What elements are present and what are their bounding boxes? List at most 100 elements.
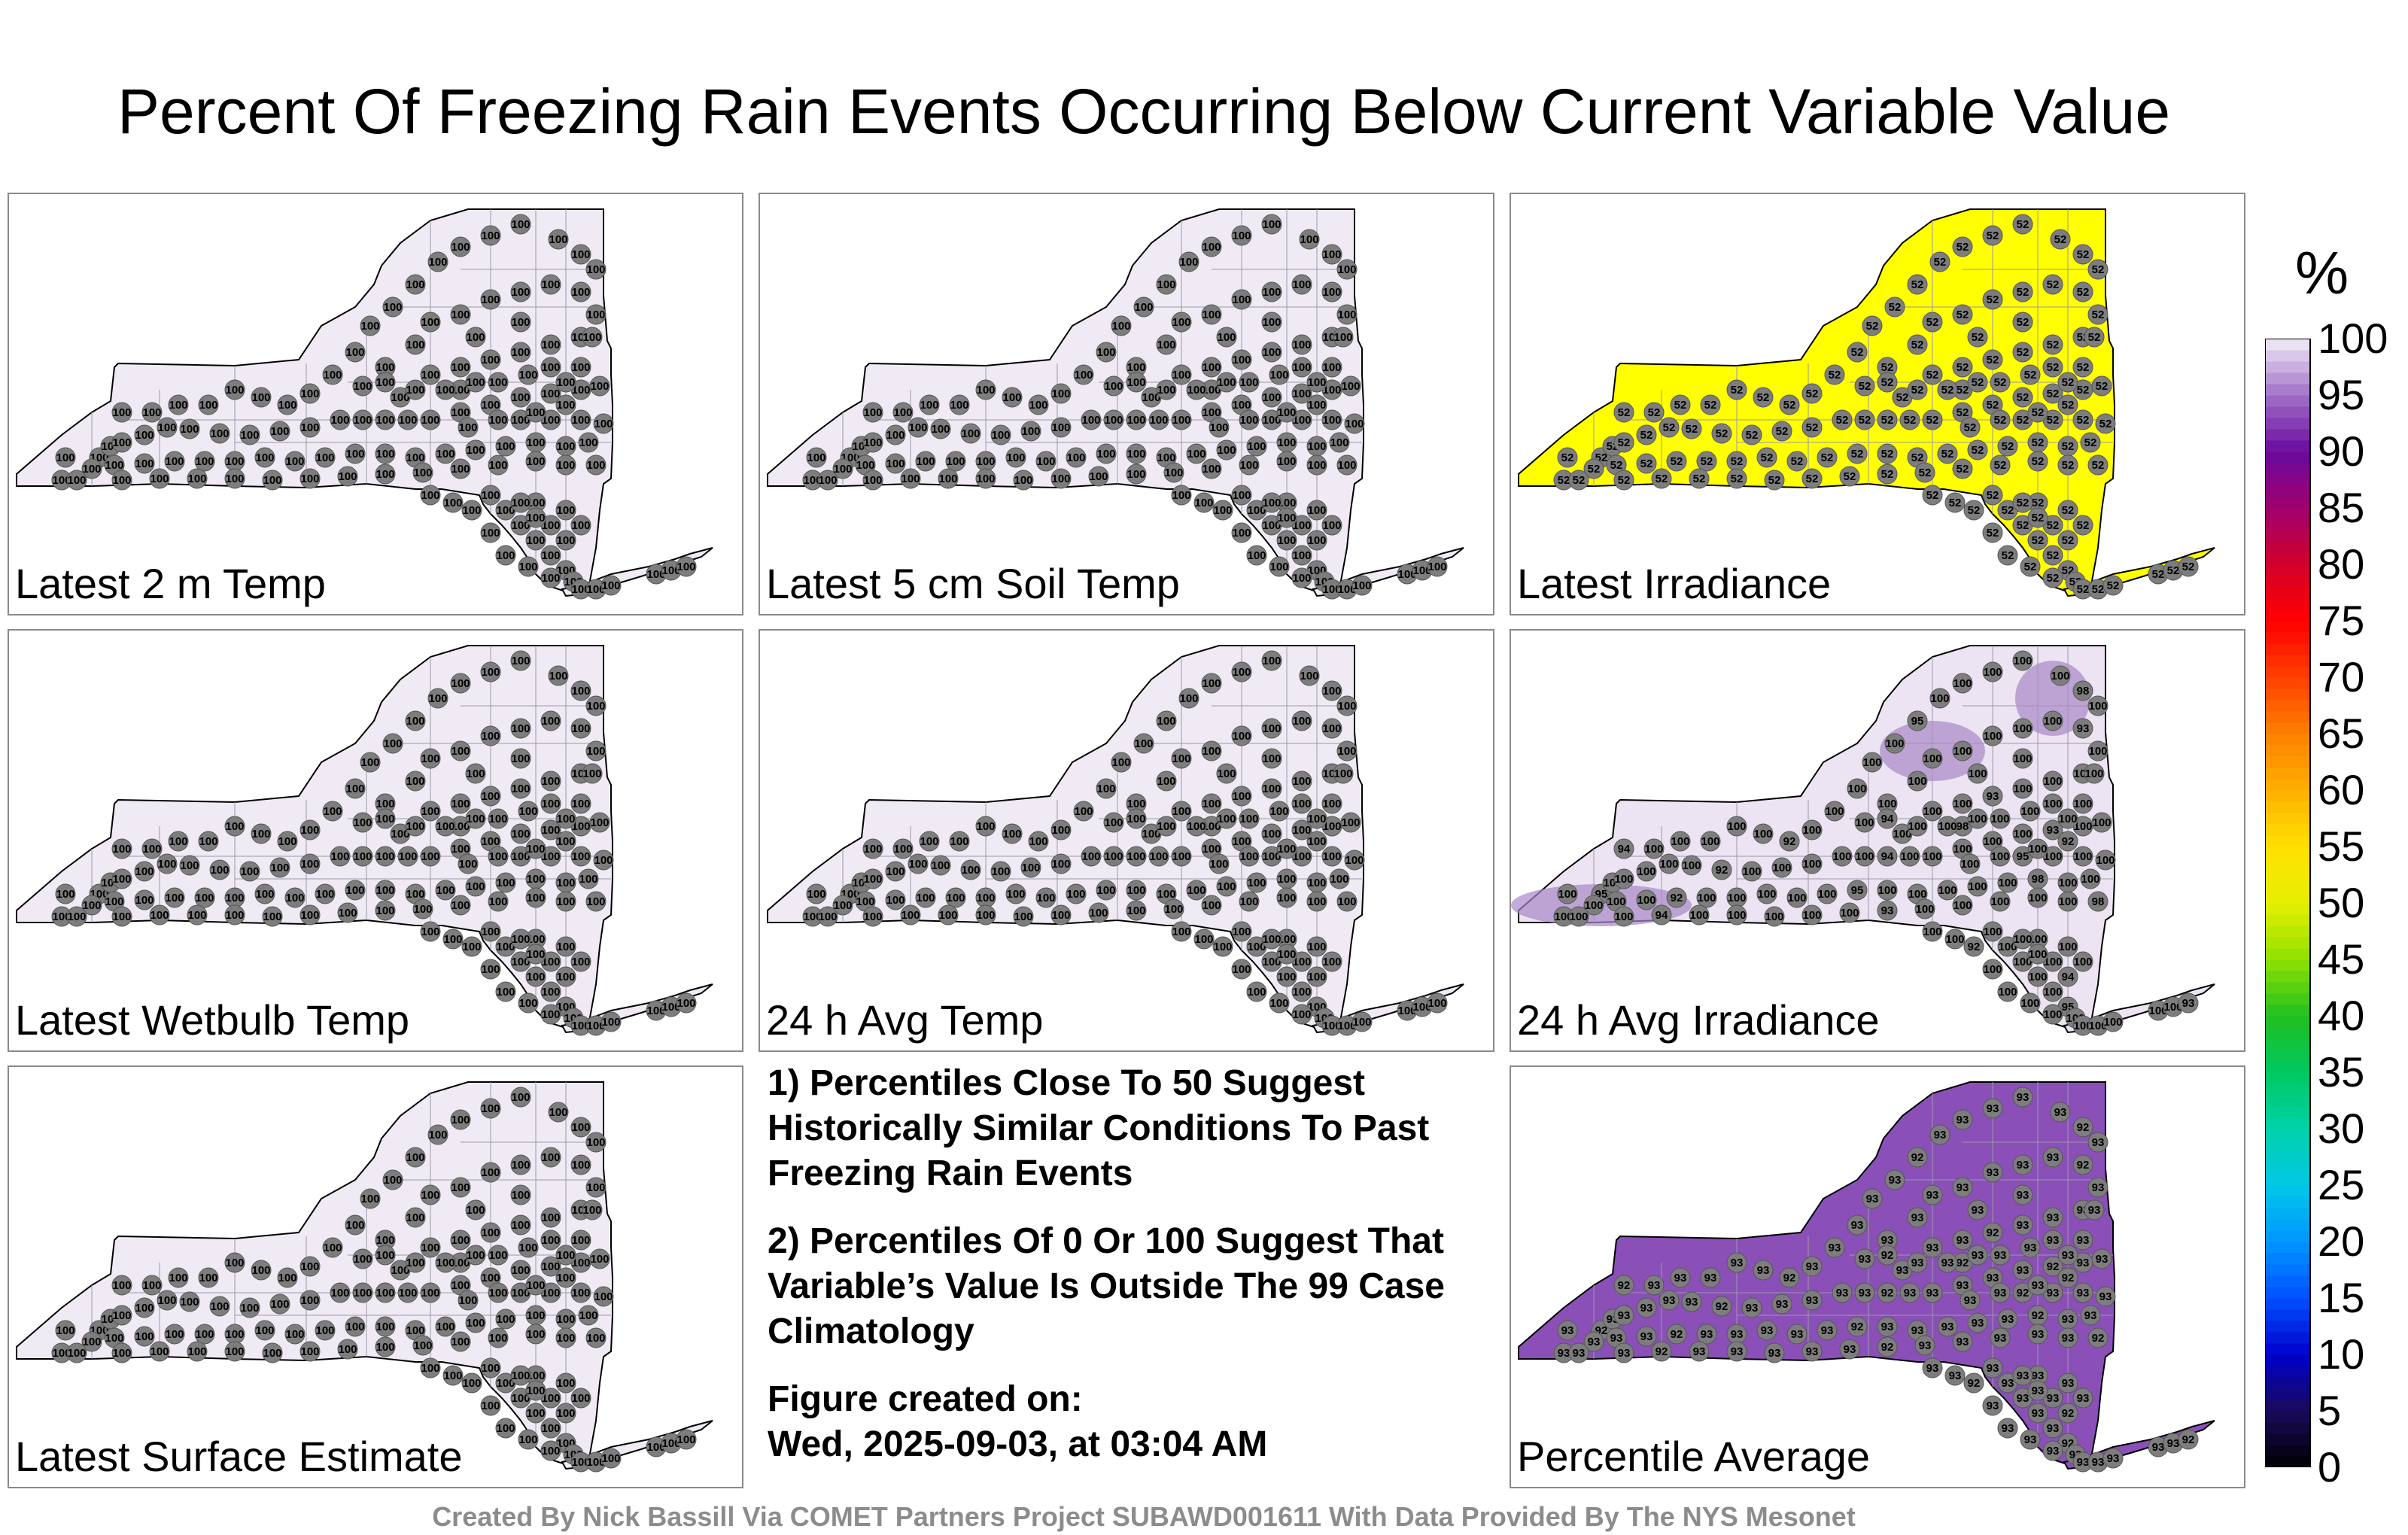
station-marker: 100 (1096, 880, 1117, 901)
station-marker: 100 (1216, 439, 1237, 460)
svg-text:100: 100 (1157, 339, 1175, 351)
svg-text:52: 52 (2077, 248, 2090, 261)
station-marker: 100 (251, 1260, 272, 1281)
svg-text:100: 100 (1330, 873, 1348, 886)
svg-text:100: 100 (976, 892, 995, 904)
svg-text:100: 100 (1262, 850, 1281, 863)
svg-text:100: 100 (353, 850, 372, 863)
svg-text:100: 100 (451, 384, 470, 397)
svg-text:100: 100 (1990, 850, 2009, 863)
svg-text:100: 100 (112, 436, 131, 449)
svg-text:100: 100 (462, 941, 481, 953)
svg-text:100: 100 (2051, 670, 2069, 682)
svg-text:100: 100 (496, 549, 515, 562)
svg-text:100: 100 (1096, 884, 1115, 897)
svg-text:52: 52 (1881, 468, 1894, 481)
svg-text:100: 100 (1938, 820, 1956, 833)
svg-text:100: 100 (2043, 775, 2062, 788)
station-marker: 92 (2057, 1267, 2078, 1288)
station-marker: 100 (405, 771, 426, 792)
svg-text:52: 52 (2077, 414, 2090, 427)
station-marker: 100 (1201, 740, 1222, 761)
station-marker: 100 (239, 424, 260, 445)
svg-text:100: 100 (421, 414, 439, 427)
station-marker: 100 (555, 372, 576, 393)
station-marker: 52 (1847, 342, 1868, 363)
svg-text:100: 100 (2028, 948, 2047, 961)
station-marker: 93 (1907, 1207, 1928, 1228)
station-marker: 52 (1997, 500, 2018, 521)
svg-text:93: 93 (1994, 1249, 2007, 1262)
svg-text:100: 100 (1172, 369, 1190, 381)
station-marker: 100 (397, 1282, 418, 1303)
svg-text:100: 100 (1953, 899, 1972, 912)
station-marker: 100 (2050, 665, 2071, 686)
svg-text:100: 100 (1322, 248, 1341, 261)
station-marker: 100 (1967, 808, 1988, 829)
svg-text:100: 100 (1202, 361, 1221, 374)
station-marker: 100 (352, 375, 373, 397)
svg-text:100: 100 (240, 429, 259, 442)
svg-text:100: 100 (436, 1321, 455, 1333)
svg-text:52: 52 (1987, 527, 1999, 540)
station-marker: 92 (1779, 1267, 1800, 1288)
svg-text:100: 100 (1412, 1001, 1431, 1014)
svg-text:100: 100 (496, 1422, 515, 1435)
svg-text:100: 100 (1689, 909, 1708, 922)
station-marker: 100 (81, 1331, 102, 1352)
created-label: Figure created on: (768, 1379, 1083, 1419)
svg-text:100: 100 (1300, 670, 1318, 682)
station-marker: 100 (2012, 823, 2033, 844)
station-marker: 100 (885, 453, 906, 474)
station-marker: 100 (1351, 1011, 1373, 1032)
svg-text:100: 100 (1322, 850, 1341, 863)
station-marker: 100 (1276, 887, 1297, 908)
svg-text:100: 100 (300, 421, 319, 434)
station-marker: 100 (412, 462, 433, 483)
station-marker: 93 (1726, 1324, 1747, 1345)
svg-text:93: 93 (2096, 1253, 2109, 1266)
station-marker: 100 (1066, 883, 1087, 904)
svg-text:100: 100 (2073, 850, 2092, 863)
svg-text:100: 100 (1644, 843, 1663, 856)
svg-text:100: 100 (1337, 745, 1356, 758)
svg-text:100: 100 (2058, 877, 2077, 889)
station-marker: 100 (1636, 861, 1657, 882)
station-marker: 52 (1963, 500, 1984, 521)
svg-text:52: 52 (2092, 263, 2105, 276)
svg-text:100: 100 (375, 414, 394, 427)
station-marker: 100 (1261, 492, 1282, 513)
svg-text:100: 100 (360, 1193, 379, 1205)
station-marker: 52 (2102, 575, 2124, 596)
svg-text:52: 52 (2084, 436, 2097, 449)
station-marker: 100 (111, 1342, 132, 1363)
station-marker: 98 (2072, 680, 2093, 701)
station-marker: 100 (2057, 872, 2078, 893)
station-marker: 100 (269, 857, 290, 878)
svg-text:100: 100 (1202, 463, 1221, 476)
station-marker: 100 (2012, 951, 2033, 972)
station-marker: 100 (465, 327, 486, 348)
station-marker: 100 (1261, 823, 1282, 844)
svg-text:100: 100 (1089, 470, 1108, 483)
station-marker: 52 (1689, 468, 1710, 489)
svg-text:100: 100 (1104, 380, 1123, 393)
station-marker: 100 (1982, 661, 2003, 682)
svg-text:100: 100 (300, 909, 319, 922)
station-marker: 100 (862, 838, 883, 859)
svg-text:52: 52 (1866, 320, 1879, 333)
station-marker: 100 (1201, 304, 1222, 325)
station-marker: 93 (1892, 1260, 1913, 1281)
svg-text:100: 100 (1292, 956, 1311, 968)
station-marker: 94 (1651, 904, 1672, 926)
station-marker: 100 (1937, 816, 1958, 837)
svg-text:100: 100 (1292, 850, 1311, 863)
svg-text:52: 52 (1911, 451, 1924, 464)
station-marker: 100 (960, 423, 981, 444)
svg-text:100: 100 (886, 865, 905, 878)
station-marker: 100 (1201, 816, 1222, 837)
station-marker: 93 (2020, 1237, 2041, 1258)
svg-text:100: 100 (1262, 655, 1281, 667)
svg-text:100: 100 (556, 835, 575, 848)
svg-text:100: 100 (2013, 828, 2032, 840)
